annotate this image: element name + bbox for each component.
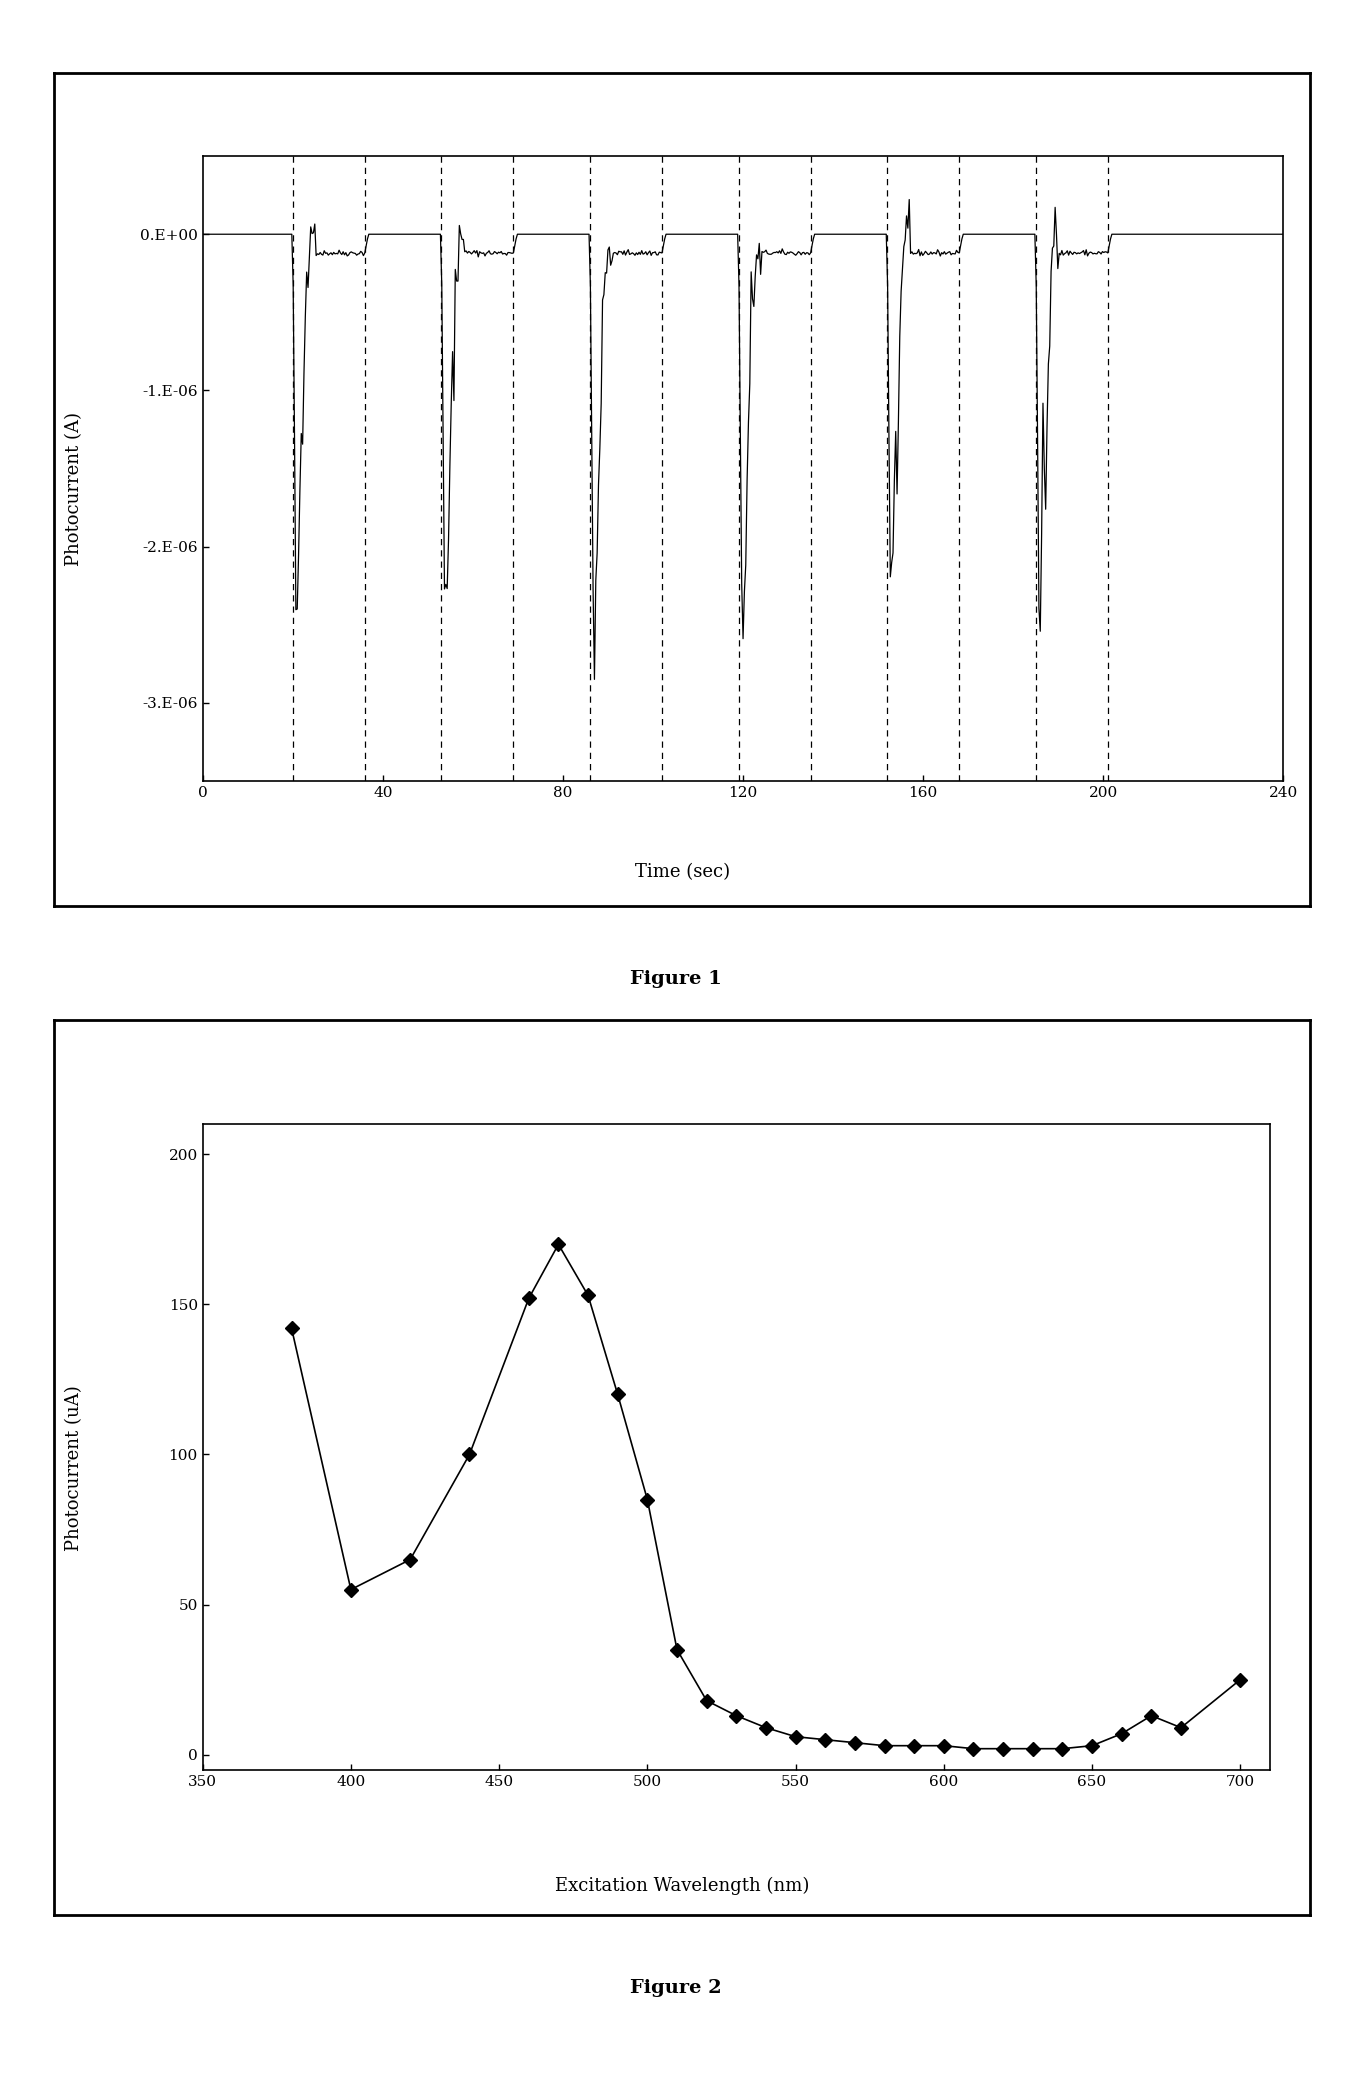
Text: Time (sec): Time (sec) [635,862,730,881]
Text: Figure 2: Figure 2 [630,1980,721,1997]
Text: Photocurrent (A): Photocurrent (A) [65,412,84,566]
Text: Photocurrent (uA): Photocurrent (uA) [65,1385,84,1551]
Text: Figure 1: Figure 1 [630,970,721,987]
Text: Excitation Wavelength (nm): Excitation Wavelength (nm) [555,1876,809,1895]
